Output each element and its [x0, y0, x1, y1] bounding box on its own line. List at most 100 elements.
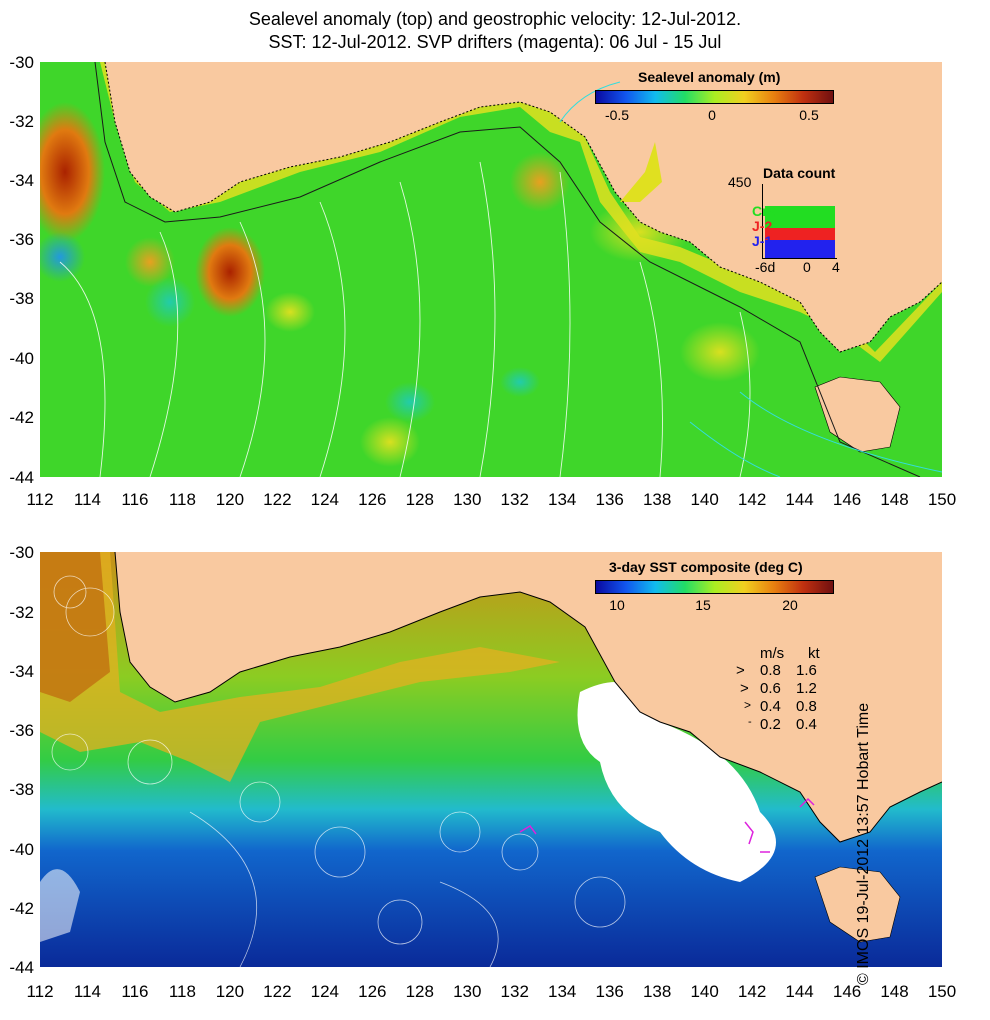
coastline	[104, 62, 942, 353]
sealevel-anomaly-map	[40, 62, 942, 477]
x-axis-label: 136	[595, 490, 624, 509]
spencer-gulf	[620, 142, 662, 202]
sealevel-colorbar	[595, 90, 834, 104]
x-axis-label: 116	[121, 490, 149, 509]
data-count-legend-j1: J-1	[752, 233, 773, 249]
x-axis-label: 114	[73, 982, 102, 1001]
x-axis-label: 112	[26, 490, 54, 509]
anomaly-low	[385, 382, 435, 422]
x-axis-label: 130	[453, 982, 482, 1001]
sst-colorbar-title: 3-day SST composite (deg C)	[609, 559, 803, 575]
x-axis-label: 140	[690, 982, 719, 1001]
x-axis-label: 120	[215, 490, 245, 509]
x-axis-label: 144	[785, 490, 814, 509]
y-axis-label: -34	[9, 662, 34, 681]
velocity-arrow-icon: >	[740, 680, 749, 697]
australia-land	[115, 552, 942, 842]
x-axis-label: 138	[642, 490, 672, 509]
y-axis-label: -40	[9, 349, 34, 368]
sst-map-svg	[40, 552, 942, 967]
imos-credit: © IMOS 19-Jul-2012 13:57 Hobart Time	[855, 702, 872, 985]
sealevel-colorbar-title: Sealevel anomaly (m)	[638, 69, 781, 85]
x-axis-label: 142	[737, 490, 767, 509]
velocity-key-kt: 0.8	[796, 698, 817, 715]
velocity-key-kt: 1.6	[796, 662, 817, 679]
sst-colorbar-tick: 20	[782, 597, 798, 613]
x-axis-label: 112	[26, 982, 54, 1001]
cloud-mask	[40, 869, 80, 942]
x-axis-label: 118	[168, 490, 196, 509]
x-axis-label: 150	[927, 982, 957, 1001]
x-axis-label: 122	[263, 490, 292, 509]
velocity-key-ms: 0.6	[760, 680, 781, 697]
data-count-legend-j2: J-2	[752, 218, 773, 234]
velocity-arrow-icon: >	[744, 698, 752, 712]
data-count-xlabel: -6d	[755, 259, 776, 275]
velocity-arrow-icon: >	[736, 662, 745, 679]
velocity-key-ms: 0.8	[760, 662, 781, 679]
data-count-xlabel: 0	[803, 259, 811, 275]
x-axis-label: 148	[880, 982, 909, 1001]
sst-colorbar	[595, 580, 834, 594]
x-axis-label: 142	[737, 982, 767, 1001]
y-axis-label: -36	[9, 230, 34, 249]
coastal-anomaly-band	[100, 62, 942, 362]
title-line-1: Sealevel anomaly (top) and geostrophic v…	[248, 9, 742, 29]
sealevel-colorbar-tick: 0.5	[799, 107, 819, 123]
anomaly-low	[500, 367, 540, 397]
anomaly-low	[40, 232, 85, 282]
data-count-ymax: 450	[728, 174, 752, 190]
x-axis-label: 122	[263, 982, 292, 1001]
x-axis-label: 126	[358, 490, 387, 509]
velocity-key-header-ms: m/s	[760, 645, 785, 662]
tasmania-land	[814, 866, 901, 943]
coastline	[114, 552, 942, 843]
data-count-bar-j2	[765, 228, 835, 240]
x-axis-label: 120	[215, 982, 245, 1001]
anomaly-mid	[265, 292, 315, 332]
x-axis-label: 126	[358, 982, 387, 1001]
ssh-contours	[59, 161, 751, 477]
anomaly-high	[195, 227, 265, 317]
anomaly-mid	[680, 322, 760, 382]
x-axis-label: 146	[832, 490, 862, 509]
y-axis-label: -42	[9, 899, 34, 918]
x-axis-label: 118	[168, 982, 196, 1001]
x-axis-label: 116	[121, 982, 149, 1001]
y-axis-label: -44	[9, 958, 34, 977]
velocity-key-header-kt: kt	[808, 645, 820, 662]
title-line-2: SST: 12-Jul-2012. SVP drifters (magenta)…	[268, 32, 722, 52]
anomaly-low	[145, 277, 195, 327]
x-axis-label: 138	[642, 982, 672, 1001]
x-axis-label: 124	[310, 982, 340, 1001]
velocity-key-ms: 0.2	[760, 716, 781, 733]
x-axis-label: 134	[548, 490, 577, 509]
y-axis-label: -38	[9, 780, 34, 799]
ssh-contours	[51, 575, 626, 967]
bathymetry-contours	[559, 81, 942, 477]
y-axis-label: -36	[9, 721, 34, 740]
x-axis-label: 136	[595, 982, 624, 1001]
y-axis-label: -38	[9, 289, 34, 308]
leeuwin-current-warm	[40, 552, 560, 782]
velocity-key-kt: 1.2	[796, 680, 817, 697]
sst-composite-map	[40, 552, 942, 967]
warm-water-west	[40, 552, 110, 702]
data-count-title: Data count	[763, 165, 836, 181]
x-axis-label: 128	[405, 490, 434, 509]
anomaly-high	[510, 152, 570, 212]
y-axis-label: -30	[9, 543, 34, 562]
x-axis-label: 124	[310, 490, 340, 509]
x-axis-label: 134	[548, 982, 577, 1001]
x-axis-label: 128	[405, 982, 434, 1001]
y-axis-label: -40	[9, 840, 34, 859]
data-count-xlabel: 4	[832, 259, 840, 275]
sst-colorbar-tick: 15	[695, 597, 711, 613]
y-axis-label: -42	[9, 408, 34, 427]
sealevel-colorbar-tick: -0.5	[604, 107, 630, 123]
cloud-mask	[577, 682, 776, 882]
x-axis-label: 148	[880, 490, 909, 509]
y-axis-label: -32	[9, 112, 34, 131]
data-count-bar-j1	[765, 240, 835, 258]
x-axis-label: 144	[785, 982, 814, 1001]
